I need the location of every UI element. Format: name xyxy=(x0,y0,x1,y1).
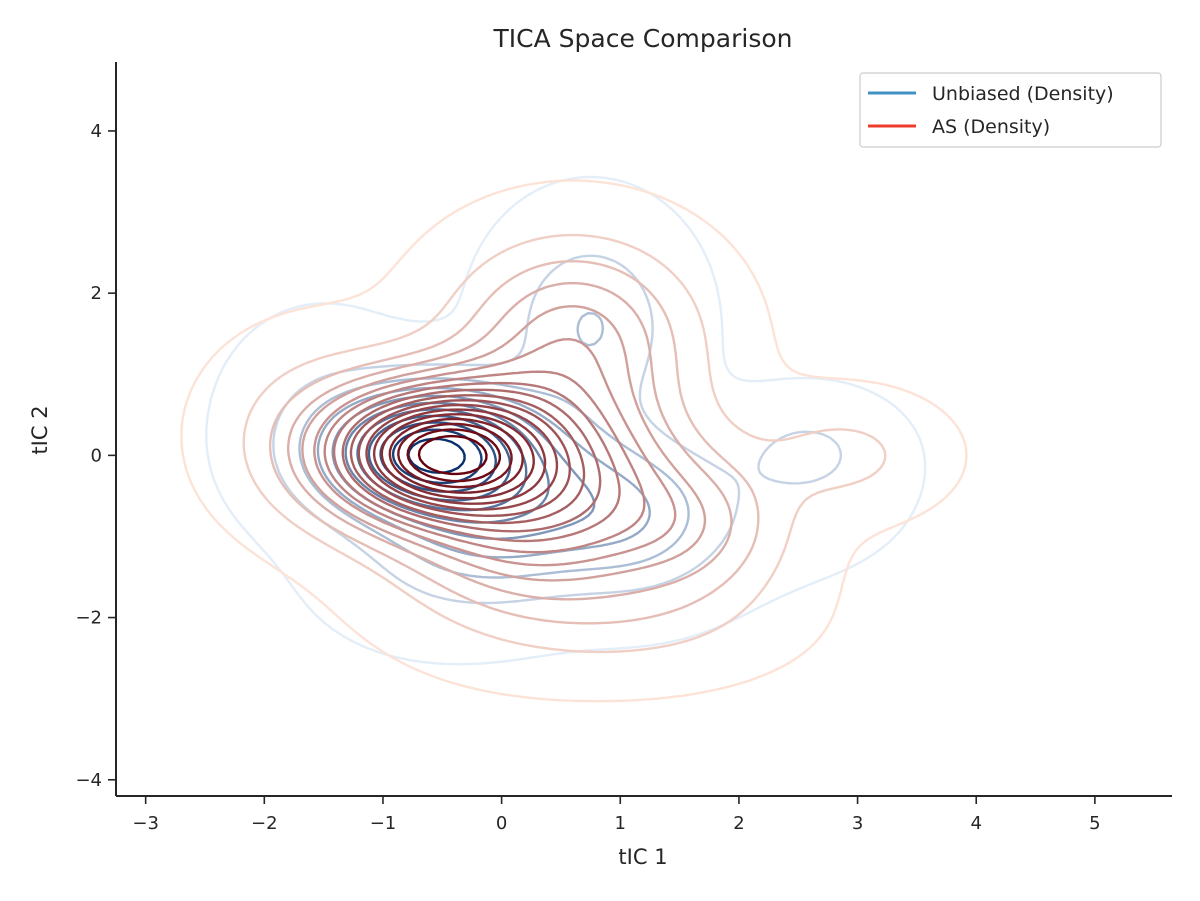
as-contour-level xyxy=(287,282,733,601)
as-contour-level xyxy=(323,370,646,554)
as-contour-level xyxy=(397,422,513,489)
as-contour-level xyxy=(406,428,501,483)
as-density-contours xyxy=(180,179,968,703)
legend: Unbiased (Density) AS (Density) xyxy=(859,72,1162,148)
as-contour-level xyxy=(180,179,968,703)
as-contour-level xyxy=(242,233,887,654)
x-tick-label: −2 xyxy=(251,813,278,834)
x-tick-label: 0 xyxy=(496,813,507,834)
as-contour-level xyxy=(388,417,524,494)
x-tick-label: −1 xyxy=(370,813,397,834)
chart-title: TICA Space Comparison xyxy=(493,24,793,53)
as-contour-level xyxy=(349,394,586,525)
as-contour-level xyxy=(357,399,571,517)
y-tick-label: −2 xyxy=(75,608,102,629)
x-tick-label: 3 xyxy=(852,813,863,834)
legend-label-as: AS (Density) xyxy=(932,116,1050,138)
x-tick-label: 2 xyxy=(733,813,744,834)
legend-frame xyxy=(859,72,1162,148)
as-contour-level xyxy=(313,338,677,567)
x-tick-label: −3 xyxy=(132,813,159,834)
as-contour-level xyxy=(301,305,707,582)
y-tick-label: 0 xyxy=(91,445,102,466)
as-contour-level xyxy=(268,260,760,625)
y-axis-label: tIC 2 xyxy=(28,405,52,454)
as-contour-level xyxy=(332,381,621,543)
y-tick-label: 2 xyxy=(91,283,102,304)
as-contour-level xyxy=(417,434,488,476)
x-axis-ticks: −3 −2 −1 0 1 2 3 4 5 xyxy=(132,796,1101,834)
as-contour-level xyxy=(380,413,535,500)
unbiased-contour-level xyxy=(272,254,843,605)
x-tick-label: 1 xyxy=(615,813,626,834)
x-tick-label: 5 xyxy=(1089,813,1100,834)
legend-label-unbiased: Unbiased (Density) xyxy=(932,83,1114,105)
x-axis-label: tIC 1 xyxy=(618,845,667,869)
y-axis-ticks: −4 −2 0 2 4 xyxy=(75,121,116,791)
y-tick-label: 4 xyxy=(91,121,102,142)
x-tick-label: 4 xyxy=(970,813,981,834)
y-tick-label: −4 xyxy=(75,770,102,791)
as-contour-level xyxy=(341,388,602,533)
as-contour-level xyxy=(365,403,559,511)
as-contour-level xyxy=(372,408,547,505)
